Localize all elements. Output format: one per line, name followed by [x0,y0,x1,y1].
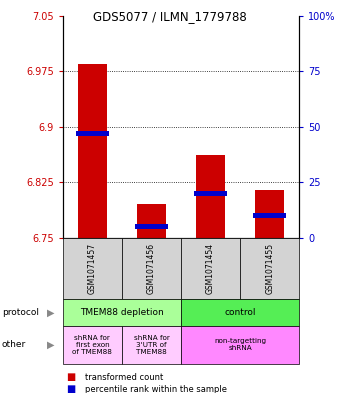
Bar [253,213,286,218]
Bar [78,64,107,238]
Bar [135,224,168,229]
Text: other: other [2,340,26,349]
Text: non-targetting
shRNA: non-targetting shRNA [214,338,266,351]
Text: ▶: ▶ [47,340,55,350]
Bar [196,155,225,238]
Bar [255,190,285,238]
Bar [137,204,166,238]
Text: transformed count: transformed count [85,373,163,382]
Text: GSM1071454: GSM1071454 [206,242,215,294]
Bar [76,131,109,136]
Text: ■: ■ [66,384,75,393]
Text: ▶: ▶ [47,307,55,318]
Text: ■: ■ [66,372,75,382]
Text: GSM1071456: GSM1071456 [147,242,156,294]
Text: shRNA for
first exon
of TMEM88: shRNA for first exon of TMEM88 [72,335,113,355]
Text: GSM1071457: GSM1071457 [88,242,97,294]
Text: GSM1071455: GSM1071455 [265,242,274,294]
Text: protocol: protocol [2,308,39,317]
Text: shRNA for
3'UTR of
TMEM88: shRNA for 3'UTR of TMEM88 [134,335,169,355]
Text: TMEM88 depletion: TMEM88 depletion [80,308,164,317]
Text: percentile rank within the sample: percentile rank within the sample [85,385,227,393]
Bar [194,191,227,196]
Text: control: control [224,308,256,317]
Text: GDS5077 / ILMN_1779788: GDS5077 / ILMN_1779788 [93,10,247,23]
